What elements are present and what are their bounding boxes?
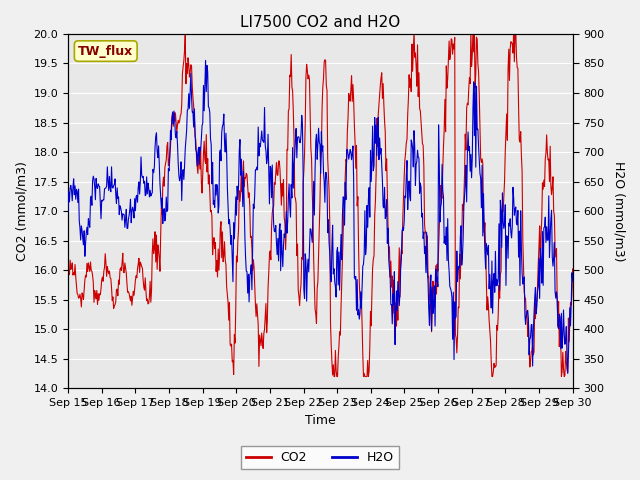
Text: TW_flux: TW_flux [78,45,133,58]
Y-axis label: H2O (mmol/m3): H2O (mmol/m3) [612,161,625,262]
Legend: CO2, H2O: CO2, H2O [241,446,399,469]
X-axis label: Time: Time [305,414,336,427]
Y-axis label: CO2 (mmol/m3): CO2 (mmol/m3) [15,161,28,261]
Title: LI7500 CO2 and H2O: LI7500 CO2 and H2O [240,15,401,30]
